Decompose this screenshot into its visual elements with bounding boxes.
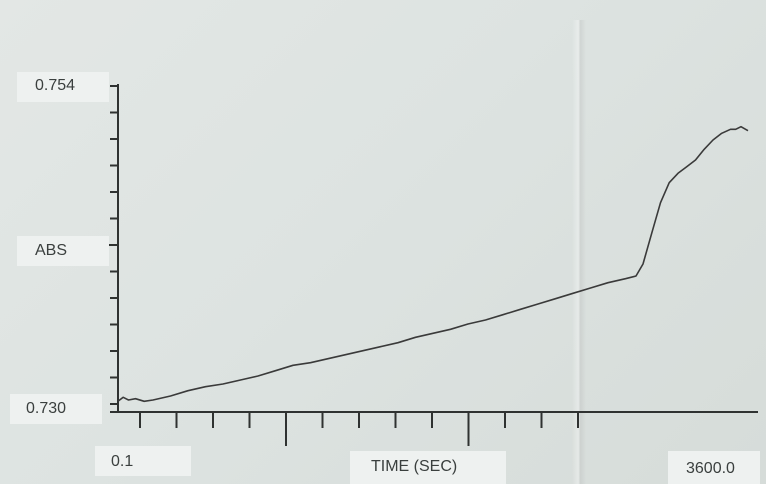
x-axis-title-box xyxy=(350,451,506,484)
data-point xyxy=(607,282,609,284)
data-point xyxy=(187,390,189,392)
y-axis-title-box xyxy=(17,236,109,266)
data-point xyxy=(380,346,382,348)
data-point xyxy=(310,362,312,364)
data-point xyxy=(537,303,539,305)
data-point xyxy=(257,375,259,377)
x-tick-label-max: 3600.0 xyxy=(686,460,735,477)
data-point xyxy=(345,354,347,356)
series-group xyxy=(117,125,749,403)
data-point xyxy=(677,172,679,174)
paper-crease xyxy=(572,20,586,484)
data-point xyxy=(240,379,242,381)
y-axis-ticks xyxy=(103,85,118,405)
data-point xyxy=(660,202,662,204)
data-point xyxy=(485,319,487,321)
y-min-label-box xyxy=(10,394,102,424)
y-tick-label-min: 0.730 xyxy=(26,400,67,417)
data-point xyxy=(695,159,697,161)
series-line xyxy=(117,125,749,403)
data-point xyxy=(415,336,417,338)
data-point xyxy=(205,386,207,388)
data-point xyxy=(432,332,434,334)
data-point xyxy=(668,182,670,184)
data-point xyxy=(117,400,119,402)
data-point xyxy=(747,130,749,132)
data-point xyxy=(642,263,644,265)
data-point xyxy=(712,139,714,141)
data-point xyxy=(735,128,737,130)
data-point xyxy=(703,148,705,150)
x-tick-label-min: 0.1 xyxy=(111,453,134,470)
data-point xyxy=(467,323,469,325)
x-axis-title: TIME (SEC) xyxy=(371,458,458,475)
data-point xyxy=(275,370,277,372)
x-axis-ticks xyxy=(139,412,579,446)
y-tick-label-max: 0.754 xyxy=(35,77,76,94)
data-point xyxy=(327,358,329,360)
y-axis-title: ABS xyxy=(35,242,68,259)
data-point xyxy=(152,399,154,401)
x-min-label-box xyxy=(95,446,191,476)
data-point xyxy=(128,399,130,401)
data-point xyxy=(651,232,653,234)
data-point xyxy=(555,298,557,300)
x-max-label-box xyxy=(668,451,760,484)
data-point xyxy=(686,166,688,168)
data-point xyxy=(590,287,592,289)
data-point xyxy=(502,314,504,316)
data-point xyxy=(143,400,145,402)
data-point xyxy=(740,126,742,128)
data-point xyxy=(625,278,627,280)
y-max-label-box xyxy=(17,72,109,102)
data-point xyxy=(362,350,364,352)
data-point xyxy=(170,395,172,397)
data-point xyxy=(572,292,574,294)
data-point xyxy=(721,132,723,134)
data-point xyxy=(635,275,637,277)
data-point xyxy=(730,128,732,130)
data-point xyxy=(450,328,452,330)
data-point xyxy=(135,398,137,400)
data-point xyxy=(397,342,399,344)
data-point xyxy=(222,383,224,385)
data-point xyxy=(292,364,294,366)
data-point xyxy=(122,396,124,398)
data-point xyxy=(520,308,522,310)
